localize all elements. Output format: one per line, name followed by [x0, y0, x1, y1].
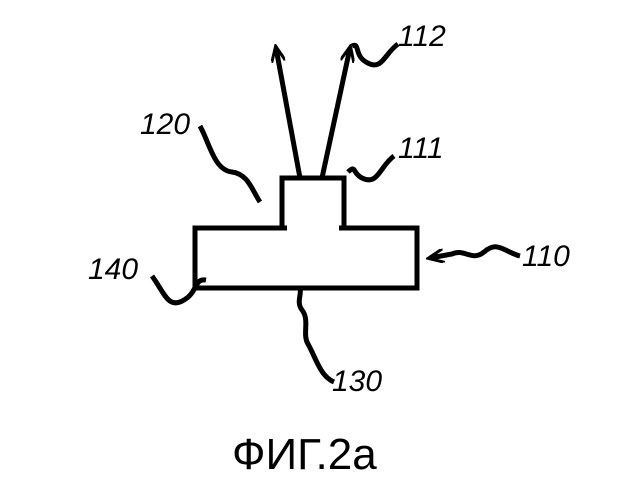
leader-130: [299, 288, 334, 382]
label-112: 112: [398, 20, 446, 54]
leader-111: [348, 156, 394, 180]
figure-2a: 112 120 111 110 140 130 ФИГ.2a: [0, 0, 622, 500]
arrow-right: [322, 48, 350, 178]
label-111: 111: [398, 132, 444, 166]
label-120: 120: [140, 108, 190, 142]
leader-112: [352, 44, 398, 65]
label-110: 110: [522, 240, 570, 274]
leader-120: [200, 126, 260, 202]
figure-caption: ФИГ.2a: [232, 430, 377, 480]
label-140: 140: [88, 253, 138, 287]
top-block: [282, 178, 344, 228]
arrow-left: [276, 48, 300, 178]
label-130: 130: [332, 365, 382, 399]
leader-110: [430, 247, 520, 258]
base-block: [195, 228, 417, 288]
